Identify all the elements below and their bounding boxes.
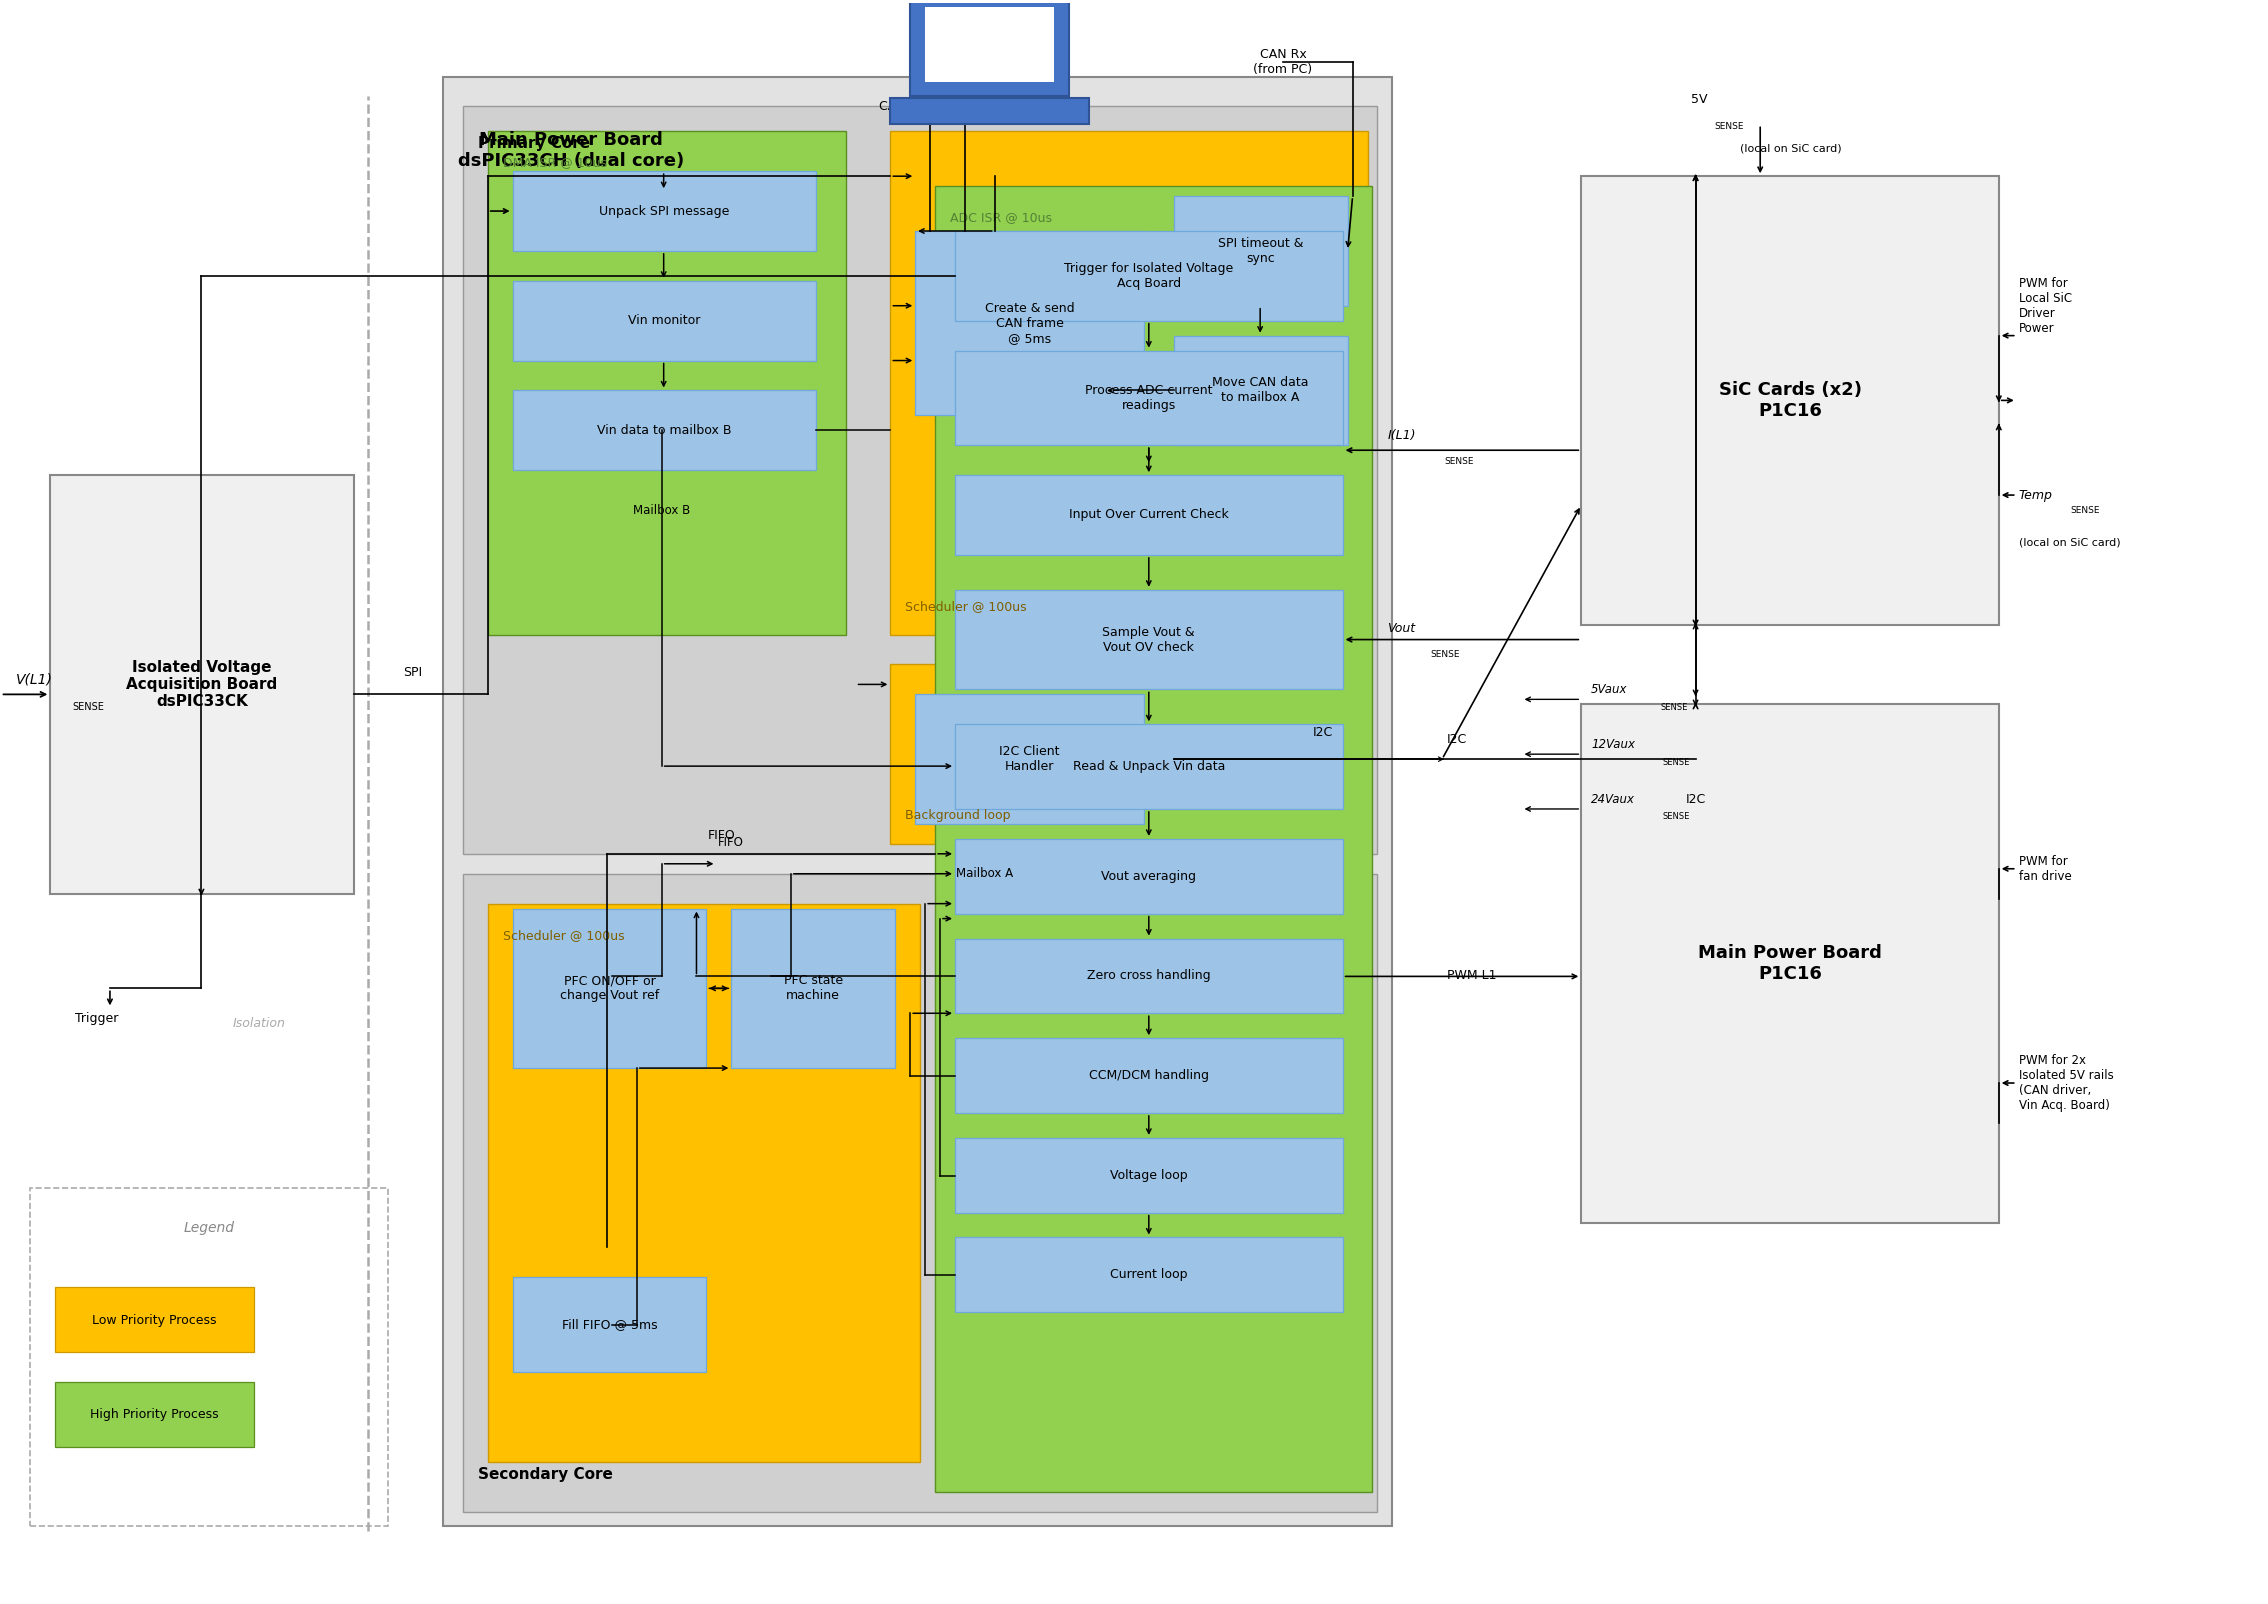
Text: SENSE: SENSE (1660, 703, 1687, 712)
FancyBboxPatch shape (50, 475, 354, 893)
Text: SENSE: SENSE (73, 703, 104, 712)
FancyBboxPatch shape (29, 1187, 388, 1527)
Text: Fill FIFO @ 5ms: Fill FIFO @ 5ms (562, 1318, 658, 1331)
Text: PBV: PBV (975, 30, 1005, 43)
Text: SPI: SPI (404, 666, 422, 680)
FancyBboxPatch shape (1173, 196, 1347, 306)
Text: SENSE: SENSE (1662, 813, 1690, 821)
Text: Vin data to mailbox B: Vin data to mailbox B (596, 423, 730, 436)
Text: Low Priority Process: Low Priority Process (93, 1314, 218, 1327)
Text: 24Vaux: 24Vaux (1592, 792, 1635, 805)
FancyBboxPatch shape (916, 695, 1143, 824)
Text: SPI timeout &
sync: SPI timeout & sync (1218, 237, 1304, 265)
Text: FIFO: FIFO (708, 829, 735, 842)
Text: I2C: I2C (1447, 733, 1467, 746)
Text: I2C: I2C (1313, 727, 1334, 739)
Text: I(L1): I(L1) (1388, 430, 1415, 443)
Text: Current loop: Current loop (1109, 1269, 1188, 1282)
Text: Legend: Legend (184, 1221, 236, 1235)
Text: Sample Vout &
Vout OV check: Sample Vout & Vout OV check (1102, 626, 1195, 653)
FancyBboxPatch shape (513, 908, 705, 1068)
FancyBboxPatch shape (934, 186, 1372, 1492)
Text: I2C Client
Handler: I2C Client Handler (1000, 746, 1059, 773)
FancyBboxPatch shape (463, 874, 1377, 1511)
Text: PFC state
machine: PFC state machine (785, 974, 844, 1002)
FancyBboxPatch shape (955, 475, 1343, 555)
FancyBboxPatch shape (513, 172, 816, 250)
Text: 5Vaux: 5Vaux (1592, 683, 1628, 696)
FancyBboxPatch shape (1581, 704, 1998, 1222)
Text: Vout averaging: Vout averaging (1102, 869, 1195, 882)
Text: ADC ISR @ 10us: ADC ISR @ 10us (950, 212, 1052, 225)
FancyBboxPatch shape (891, 664, 1173, 844)
Text: CCM/DCM handling: CCM/DCM handling (1089, 1068, 1209, 1083)
Text: CAN Rx
(from PC): CAN Rx (from PC) (1254, 48, 1313, 75)
Text: Trigger: Trigger (75, 1012, 118, 1025)
Text: (local on SiC card): (local on SiC card) (1740, 143, 1842, 154)
FancyBboxPatch shape (916, 231, 1143, 415)
Text: Temp: Temp (2019, 489, 2053, 502)
FancyBboxPatch shape (891, 132, 1368, 635)
Text: Read & Unpack Vin data: Read & Unpack Vin data (1073, 760, 1225, 773)
Text: PWM for
Local SiC
Driver
Power: PWM for Local SiC Driver Power (2019, 277, 2071, 335)
FancyBboxPatch shape (463, 106, 1377, 853)
Text: PWM for 2x
Isolated 5V rails
(CAN driver,
Vin Acq. Board): PWM for 2x Isolated 5V rails (CAN driver… (2019, 1054, 2114, 1112)
Text: Scheduler @ 100us: Scheduler @ 100us (503, 929, 624, 942)
Text: Zero cross handling: Zero cross handling (1086, 969, 1211, 982)
Text: Vout: Vout (1388, 622, 1415, 635)
Text: Move CAN data
to mailbox A: Move CAN data to mailbox A (1213, 377, 1309, 404)
FancyBboxPatch shape (54, 1383, 254, 1447)
Text: Input Over Current Check: Input Over Current Check (1068, 508, 1229, 521)
Text: Scheduler @ 100us: Scheduler @ 100us (905, 600, 1027, 613)
FancyBboxPatch shape (955, 351, 1343, 446)
FancyBboxPatch shape (955, 839, 1343, 914)
Text: Main Power Board
P1C16: Main Power Board P1C16 (1699, 945, 1882, 983)
Text: Create & send
CAN frame
@ 5ms: Create & send CAN frame @ 5ms (984, 302, 1075, 345)
Text: Main Power Board
dsPIC33CH (dual core): Main Power Board dsPIC33CH (dual core) (458, 132, 685, 170)
FancyBboxPatch shape (513, 281, 816, 361)
Text: I2C: I2C (1685, 792, 1706, 805)
FancyBboxPatch shape (955, 1238, 1343, 1312)
Text: PWM L1: PWM L1 (1447, 969, 1497, 982)
FancyBboxPatch shape (1581, 176, 1998, 624)
Text: SiC Cards (x2)
P1C16: SiC Cards (x2) P1C16 (1719, 382, 1862, 420)
FancyBboxPatch shape (955, 938, 1343, 1014)
Text: V(L1): V(L1) (16, 672, 52, 687)
Text: SENSE: SENSE (1445, 457, 1474, 467)
Text: Primary Core: Primary Core (479, 136, 590, 151)
Text: 5V: 5V (1690, 93, 1708, 106)
FancyBboxPatch shape (955, 590, 1343, 690)
Text: Unpack SPI message: Unpack SPI message (599, 205, 730, 218)
FancyBboxPatch shape (730, 908, 896, 1068)
Text: Isolation: Isolation (234, 1017, 286, 1030)
FancyBboxPatch shape (909, 0, 1068, 96)
FancyBboxPatch shape (442, 77, 1393, 1527)
Text: Background loop: Background loop (905, 808, 1012, 821)
Text: Mailbox A: Mailbox A (957, 868, 1014, 881)
FancyBboxPatch shape (891, 98, 1089, 125)
Text: Secondary Core: Secondary Core (479, 1466, 612, 1482)
FancyBboxPatch shape (955, 1038, 1343, 1113)
FancyBboxPatch shape (925, 6, 1055, 82)
FancyBboxPatch shape (955, 725, 1343, 808)
FancyBboxPatch shape (513, 390, 816, 470)
Text: 12Vaux: 12Vaux (1592, 738, 1635, 751)
Text: Isolated Voltage
Acquisition Board
dsPIC33CK: Isolated Voltage Acquisition Board dsPIC… (127, 659, 277, 709)
Text: Mailbox B: Mailbox B (633, 504, 689, 516)
Text: SENSE: SENSE (1662, 757, 1690, 767)
Text: PFC ON/OFF or
change Vout ref: PFC ON/OFF or change Vout ref (560, 974, 660, 1002)
Text: Trigger for Isolated Voltage
Acq Board: Trigger for Isolated Voltage Acq Board (1064, 261, 1234, 290)
Text: FIFO: FIFO (719, 836, 744, 849)
FancyBboxPatch shape (488, 903, 921, 1461)
Text: CAN Tx (to PC): CAN Tx (to PC) (880, 99, 971, 112)
Text: SENSE: SENSE (1715, 122, 1744, 132)
Text: High Priority Process: High Priority Process (91, 1408, 220, 1421)
FancyBboxPatch shape (955, 231, 1343, 321)
Text: DMA ISR @ 10us: DMA ISR @ 10us (503, 156, 606, 170)
FancyBboxPatch shape (488, 132, 846, 635)
Text: Process ADC current
readings: Process ADC current readings (1084, 383, 1213, 412)
FancyBboxPatch shape (1173, 335, 1347, 446)
FancyBboxPatch shape (513, 1277, 705, 1371)
Text: SENSE: SENSE (2071, 505, 2100, 515)
FancyBboxPatch shape (54, 1288, 254, 1352)
